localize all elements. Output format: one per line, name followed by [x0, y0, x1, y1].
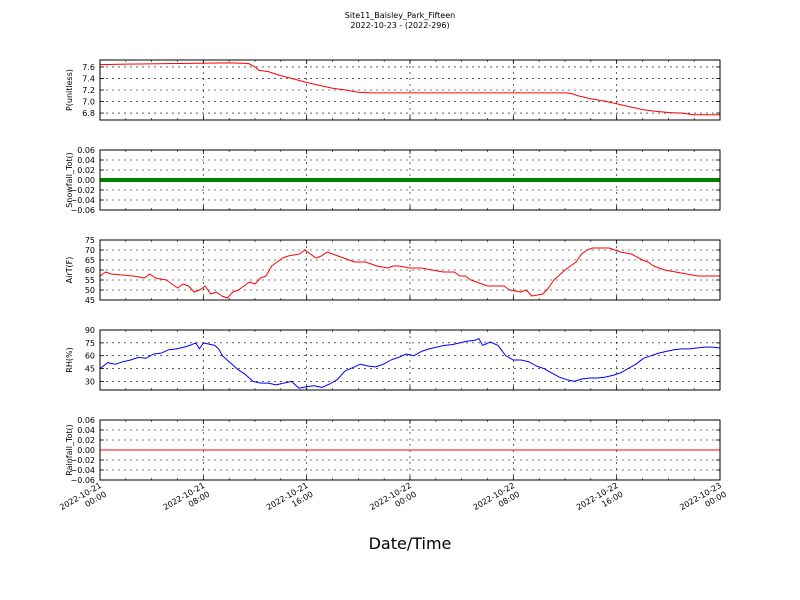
panel-2-ytick-label: −0.06: [70, 206, 95, 215]
panel-5-ytick-label: 0.06: [77, 416, 95, 425]
panel-2-ytick-label: −0.02: [70, 186, 95, 195]
panel-1-ytick-label: 6.8: [82, 109, 95, 118]
panel-1-series-line: [99, 62, 720, 116]
panel-5-frame: [99, 419, 721, 481]
chart-title: Site11_Baisley_Park_Fifteen: [344, 11, 456, 20]
panel-5-ylabel: Rainfall_Tot(): [65, 424, 74, 476]
panel-4-ylabel: RH(%): [65, 347, 74, 372]
panel-4-ytick-label: 75: [85, 339, 95, 348]
panel-1-ytick-label: 7.4: [82, 74, 95, 83]
panel-5-ytick-label: −0.06: [70, 476, 95, 485]
panel-1-ytick-label: 7.2: [82, 86, 95, 95]
panel-2-ytick-label: 0.04: [77, 156, 95, 165]
panel-4-frame: [99, 329, 721, 391]
panel-4-ytick-label: 60: [85, 352, 95, 361]
panel-4-ytick-label: 90: [85, 326, 95, 335]
panel-1-ylabel: P(unitless): [65, 69, 74, 111]
panel-3-ytick-label: 60: [85, 266, 95, 275]
panel-2-ytick-label: −0.04: [70, 196, 95, 205]
panel-3-ytick-label: 50: [85, 286, 95, 295]
panel-5-ytick-label: 0.00: [77, 446, 95, 455]
panel-2-ylabel: Snowfall_Tot(): [65, 152, 74, 208]
chart-subtitle: 2022-10-23 - (2022-296): [350, 21, 450, 30]
panel-5-ytick-label: 0.02: [77, 436, 95, 445]
panel-2-ytick-label: 0.06: [77, 146, 95, 155]
panel-5-ytick-label: −0.04: [70, 466, 95, 475]
panel-5-ytick-label: 0.04: [77, 426, 95, 435]
panel-3-frame: [99, 239, 721, 301]
panel-3-ytick-label: 45: [85, 296, 95, 305]
panel-2-ytick-label: 0.00: [77, 176, 95, 185]
panel-2-ytick-label: 0.02: [77, 166, 95, 175]
panel-3-ytick-label: 65: [85, 256, 95, 265]
panel-3-ytick-label: 75: [85, 236, 95, 245]
panel-3-ylabel: AirT(F): [65, 257, 74, 284]
panel-3-ytick-label: 55: [85, 276, 95, 285]
panel-3-series-line: [99, 247, 720, 299]
panel-5-ytick-label: −0.02: [70, 456, 95, 465]
x-axis-label: Date/Time: [368, 534, 452, 553]
panel-3-ytick-label: 70: [85, 246, 95, 255]
panel-1-ytick-label: 7.0: [82, 98, 95, 107]
panel-2-frame: [99, 149, 721, 211]
panel-1-frame: [99, 59, 721, 121]
panel-4-series-line: [99, 338, 721, 389]
panel-4-ytick-label: 45: [85, 365, 95, 374]
panel-1-ytick-label: 7.6: [82, 63, 95, 72]
panel-4-ytick-label: 30: [85, 377, 95, 386]
